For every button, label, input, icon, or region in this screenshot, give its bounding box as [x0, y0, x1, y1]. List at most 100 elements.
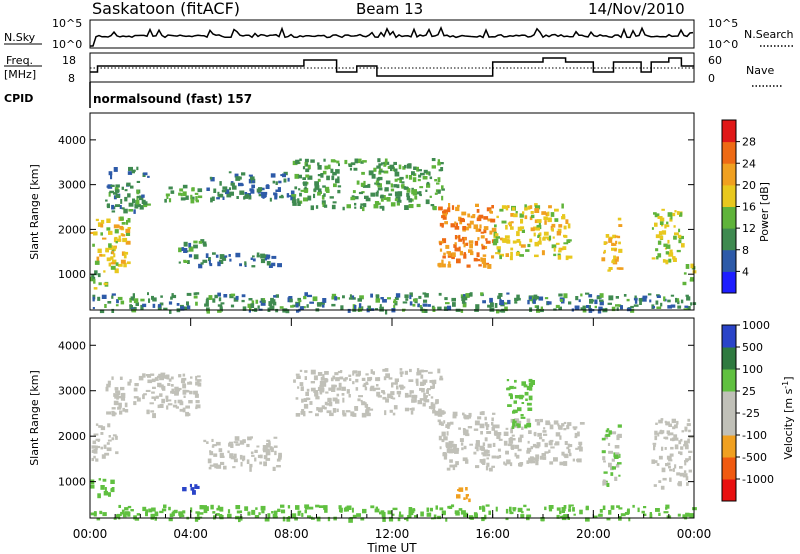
echo-cell: [319, 391, 323, 395]
echo-cell: [429, 176, 433, 180]
noise-panel: N.Sky 10^5 10^0 10^5 10^0 N.Search: [4, 17, 794, 51]
echo-cell: [618, 474, 621, 477]
echo-cell: [335, 169, 340, 174]
echo-cell: [641, 510, 645, 514]
echo-cell: [189, 483, 192, 487]
colorbar-swatch: [722, 228, 736, 251]
echo-cell: [355, 373, 360, 377]
echo-cell: [304, 158, 309, 163]
echo-cell: [136, 203, 141, 207]
echo-cell: [534, 254, 539, 258]
echo-cell: [551, 244, 557, 249]
echo-cell: [431, 158, 436, 162]
echo-cell: [108, 171, 113, 176]
echo-cell: [92, 440, 97, 445]
echo-cell: [368, 306, 371, 311]
echo-cell: [658, 419, 663, 424]
echo-cell: [486, 453, 491, 457]
beam-title: Beam 13: [356, 0, 423, 18]
echo-cell: [214, 294, 218, 299]
echo-cell: [512, 240, 517, 244]
echo-cell: [362, 384, 367, 388]
echo-cell: [290, 196, 295, 201]
echo-cell: [91, 450, 95, 453]
colorbar-tick-label: 100: [742, 363, 763, 376]
echo-cell: [340, 510, 343, 513]
echo-cell: [310, 205, 314, 211]
echo-cell: [602, 479, 606, 483]
echo-cell: [439, 162, 444, 165]
echo-cell: [468, 240, 474, 244]
echo-cell: [205, 299, 209, 304]
echo-cell: [257, 305, 260, 309]
echo-cell: [283, 178, 287, 183]
echo-cell: [545, 420, 550, 426]
echo-cell: [288, 296, 293, 301]
echo-cell: [182, 487, 187, 492]
echo-cell: [496, 309, 500, 314]
echo-cell: [323, 204, 328, 208]
echo-cell: [96, 445, 101, 449]
echo-cell: [554, 218, 559, 222]
echo-cell: [356, 158, 362, 162]
echo-cell: [661, 208, 665, 211]
echo-cell: [490, 218, 496, 223]
echo-cell: [651, 257, 656, 260]
echo-cell: [341, 393, 345, 396]
echo-cell: [399, 371, 404, 375]
echo-cell: [374, 508, 380, 513]
echo-cell: [362, 509, 366, 512]
echo-cell: [665, 251, 669, 255]
echo-cell: [499, 309, 503, 313]
echo-cell: [92, 296, 95, 302]
colorbar-tick-label: 16: [742, 201, 756, 214]
echo-cell: [236, 196, 239, 199]
echo-cell: [350, 162, 356, 166]
echo-cell: [443, 252, 446, 256]
echo-cell: [352, 190, 356, 194]
echo-cell: [338, 505, 342, 510]
echo-cell: [468, 498, 471, 503]
echo-cell: [684, 426, 688, 432]
echo-cell: [354, 305, 357, 309]
echo-cell: [663, 511, 669, 514]
echo-cell: [313, 193, 316, 199]
echo-cell: [360, 517, 365, 521]
echo-cell: [105, 386, 109, 392]
echo-cell: [658, 455, 663, 460]
echo-cell: [616, 258, 619, 262]
echo-cell: [244, 506, 249, 511]
echo-cell: [542, 456, 547, 460]
echo-cell: [390, 395, 394, 399]
echo-cell: [516, 231, 520, 237]
echo-cell: [206, 309, 210, 314]
echo-cell: [114, 396, 119, 399]
echo-cell: [146, 203, 151, 206]
echo-cell: [539, 455, 544, 460]
echo-cell: [476, 217, 482, 222]
echo-cell: [268, 441, 271, 445]
echo-cell: [186, 301, 189, 306]
echo-cell: [412, 177, 417, 183]
echo-cell: [489, 297, 493, 303]
echo-cell: [683, 308, 688, 311]
echo-cell: [262, 448, 267, 451]
echo-cell: [463, 445, 467, 450]
echo-cell: [218, 448, 223, 453]
echo-cell: [606, 482, 610, 487]
echo-cell: [548, 422, 551, 425]
echo-cell: [369, 376, 373, 380]
echo-cell: [213, 188, 217, 193]
echo-cell: [604, 434, 609, 440]
echo-cell: [266, 439, 271, 442]
echo-cell: [314, 392, 319, 397]
echo-cell: [250, 303, 255, 308]
echo-cell: [310, 387, 316, 392]
echo-cell: [515, 297, 521, 301]
echo-cell: [115, 451, 119, 455]
echo-cell: [296, 506, 300, 510]
echo-cell: [575, 296, 579, 301]
echo-cell: [103, 270, 106, 273]
echo-cell: [608, 430, 612, 435]
echo-cell: [672, 426, 676, 430]
